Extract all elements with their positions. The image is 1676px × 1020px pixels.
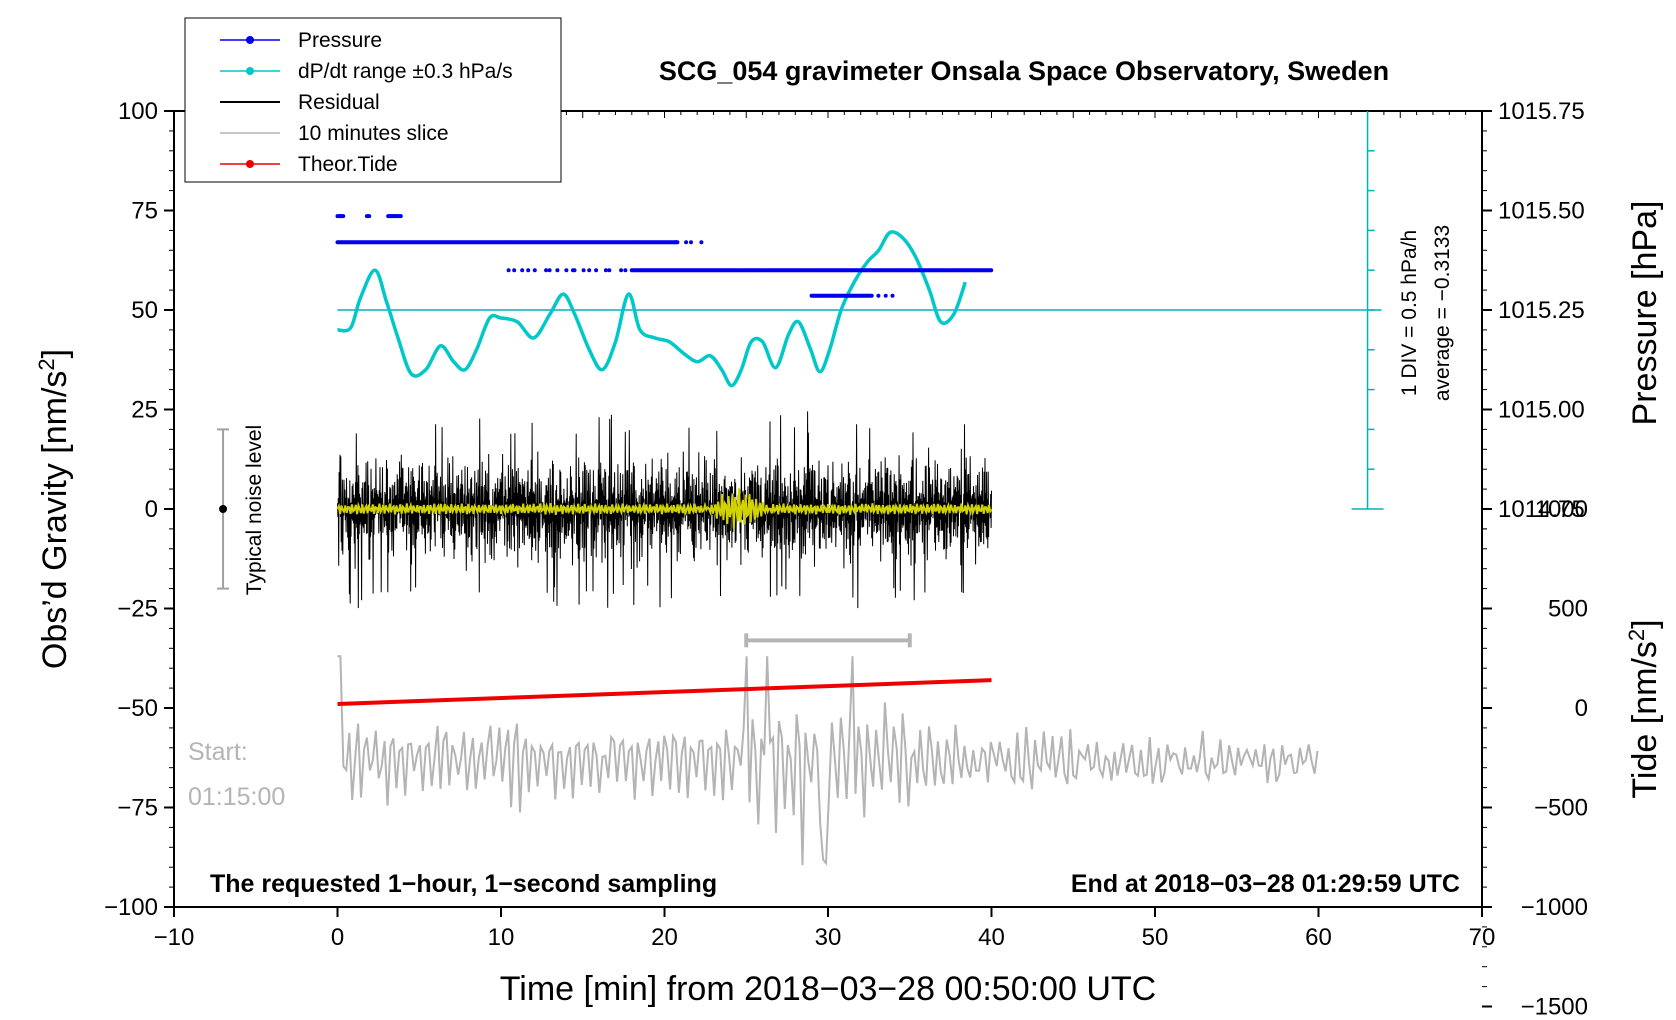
scale-avg-label: average = −0.3133: [1431, 225, 1454, 401]
tide-tick-label: 500: [1548, 596, 1588, 623]
pressure-dot: [684, 240, 689, 245]
y-tick-label: 75: [131, 198, 158, 225]
pressure-dot: [989, 268, 994, 273]
pressure-tick-label: 1015.25: [1498, 297, 1585, 324]
pressure-dot: [594, 268, 599, 273]
tide-tick-label: −500: [1534, 795, 1588, 822]
pressure-dot: [544, 268, 549, 273]
y-axis-label-tide: Tide [nm/s2]: [1624, 619, 1664, 798]
pressure-dot: [506, 268, 511, 273]
bottom-right-note: End at 2018−03−28 01:29:59 UTC: [1071, 870, 1460, 898]
pressure-dot: [520, 268, 525, 273]
legend-marker: [246, 160, 254, 168]
y-tick-label: −75: [117, 795, 158, 822]
y-tick-labels: 100 75 50 25 0 −25 −50 −75 −100: [104, 98, 158, 921]
tide-tick-labels: 1000 500 0 −500 −1000 −1500: [1521, 496, 1588, 1020]
pressure-tick-labels: 1015.75 1015.50 1015.25 1015.00 1014.75: [1498, 98, 1585, 523]
legend-label: Theor.Tide: [298, 153, 398, 176]
x-tick-label: 70: [1469, 924, 1496, 951]
pressure-dot: [526, 268, 531, 273]
x-axis-label: Time [min] from 2018−03−28 00:50:00 UTC: [500, 970, 1156, 1008]
pressure-tick-label: 1015.75: [1498, 98, 1585, 125]
pressure-tick-label: 1015.00: [1498, 397, 1585, 424]
legend-marker: [246, 67, 254, 75]
legend-label: dP/dt range ±0.3 hPa/s: [298, 60, 513, 83]
x-tick-label: 30: [815, 924, 842, 951]
pressure-dot: [555, 268, 560, 273]
pressure-dot: [883, 293, 888, 298]
legend-label: Pressure: [298, 29, 382, 52]
pressure-dot: [674, 240, 679, 245]
pressure-dot: [398, 214, 403, 219]
x-tick-label: 50: [1142, 924, 1169, 951]
legend-entries: Pressure dP/dt range ±0.3 hPa/s Residual 10…: [220, 29, 513, 176]
pressure-dot: [876, 293, 881, 298]
start-time: 01:15:00: [188, 783, 285, 811]
pressure-dot: [699, 240, 704, 245]
pressure-dot: [623, 268, 628, 273]
tide-tick-label: 0: [1575, 695, 1588, 722]
scale-div-label: 1 DIV = 0.5 hPa/h: [1398, 230, 1421, 396]
dpdt-line: [337, 230, 967, 388]
y-tick-label: −100: [104, 894, 158, 921]
x-tick-label: 10: [488, 924, 515, 951]
pressure-dot: [607, 268, 612, 273]
pressure-dot: [570, 268, 575, 273]
tide-line: [337, 678, 992, 707]
pressure-dot: [869, 293, 874, 298]
legend-label: 10 minutes slice: [298, 122, 449, 145]
legend-marker: [246, 36, 254, 44]
pressure-tick-label: 1014.75: [1498, 496, 1585, 523]
x-tick-labels: −10 0 10 20 30 40 50 60 70: [154, 924, 1496, 951]
slice-line: [337, 655, 1319, 866]
series-layer: [217, 111, 1384, 866]
y-tick-label: −50: [117, 695, 158, 722]
y-tick-label: 50: [131, 297, 158, 324]
pressure-dot: [367, 214, 372, 219]
pressure-dot: [547, 268, 552, 273]
y-tick-label: 25: [131, 397, 158, 424]
pressure-dot: [581, 268, 586, 273]
pressure-dot: [564, 268, 569, 273]
pressure-dot: [603, 268, 608, 273]
legend: Pressure dP/dt range ±0.3 hPa/s Residual 10…: [184, 17, 562, 183]
tide-tick-label: −1000: [1521, 894, 1588, 921]
pressure-dot: [341, 214, 346, 219]
x-tick-label: 0: [331, 924, 344, 951]
pressure-dot: [532, 268, 537, 273]
legend-box: [184, 17, 562, 183]
tide-tick-label: 1000: [1535, 496, 1588, 523]
pressure-dot: [512, 268, 517, 273]
pressure-dot: [619, 268, 624, 273]
y-axis-label-pressure: Pressure [hPa]: [1626, 201, 1664, 426]
start-label: Start:: [188, 738, 248, 766]
noise-bar-dot: [219, 505, 228, 513]
residual-filtered-line: [336, 488, 993, 529]
pressure-dot: [890, 293, 895, 298]
y-axis-label-tide-sup: 2: [1624, 629, 1649, 641]
y-axis-label-left-sup: 2: [34, 358, 59, 370]
bottom-left-note: The requested 1−hour, 1−second sampling: [210, 870, 717, 898]
y-axis-label-tide-main: Tide [nm/s: [1626, 641, 1664, 798]
y-axis-label-left: Obs’d Gravity [nm/s2]: [34, 349, 74, 669]
y-tick-label: 100: [118, 98, 158, 125]
chart-title: SCG_054 gravimeter Onsala Space Observat…: [659, 56, 1389, 86]
noise-level-label: Typical noise level: [243, 425, 266, 595]
y-tick-label: 0: [145, 496, 158, 523]
legend-label: Residual: [298, 91, 380, 114]
x-tick-label: −10: [154, 924, 195, 951]
x-tick-label: 60: [1305, 924, 1332, 951]
pressure-dot: [689, 240, 693, 245]
y-axis-label-left-end: ]: [36, 349, 74, 358]
y-axis-label-left-main: Obs’d Gravity [nm/s: [36, 371, 74, 670]
x-tick-label: 40: [978, 924, 1005, 951]
pressure-dot: [587, 268, 592, 273]
pressure-tick-label: 1015.50: [1498, 198, 1585, 225]
y-axis-label-tide-end: ]: [1626, 619, 1664, 628]
x-tick-label: 20: [651, 924, 678, 951]
y-tick-label: −25: [117, 596, 158, 623]
tide-tick-label: −1500: [1521, 994, 1588, 1020]
